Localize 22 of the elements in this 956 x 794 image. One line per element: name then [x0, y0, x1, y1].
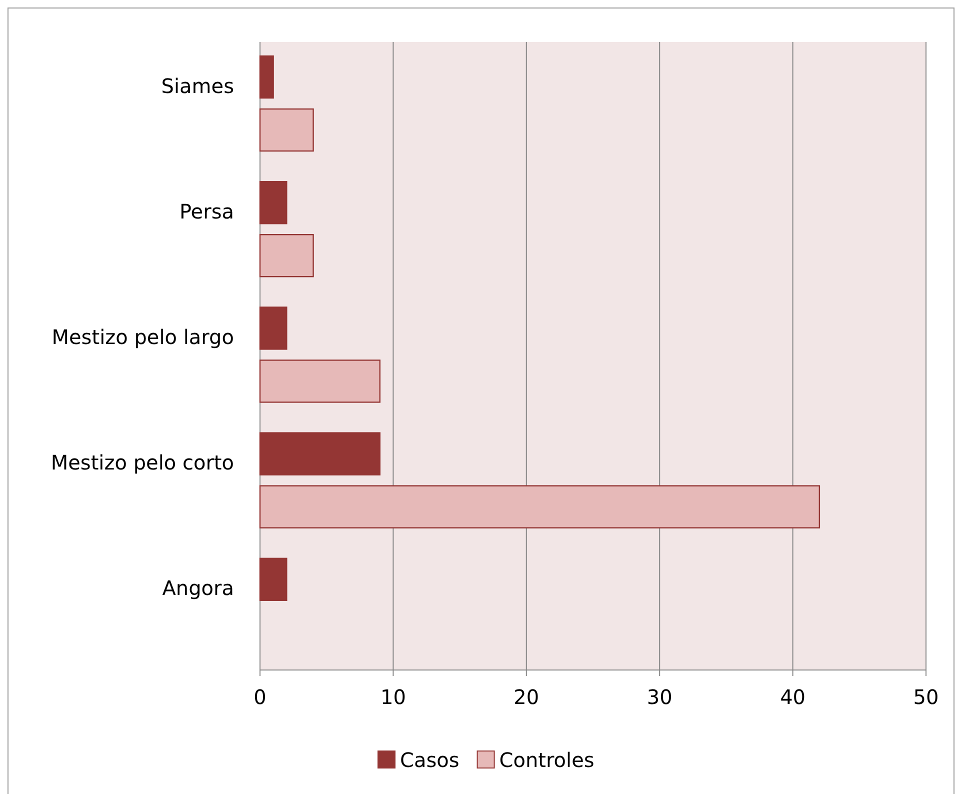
bar — [259, 558, 288, 601]
x-tick-label: 0 — [254, 685, 266, 710]
y-tick-label: Mestizo pelo corto — [50, 450, 234, 475]
bar — [259, 485, 820, 528]
bar — [259, 306, 288, 350]
x-tick-label: 40 — [780, 685, 806, 710]
x-tick-label: 50 — [913, 685, 939, 710]
y-tick-label: Persa — [179, 199, 234, 224]
bar — [259, 360, 380, 403]
y-tick-label: Angora — [162, 576, 234, 600]
x-tick-label: 10 — [380, 685, 406, 710]
bar — [259, 55, 274, 99]
bar — [259, 234, 314, 278]
bar — [259, 432, 380, 476]
y-tick-label: Siames — [161, 74, 234, 98]
y-tick-label: Mestizo pelo largo — [52, 325, 234, 349]
x-tick-label: 20 — [514, 685, 540, 710]
bar — [259, 108, 314, 152]
legend-label: Controles — [499, 748, 594, 772]
legend-label: Casos — [400, 748, 460, 772]
bar — [259, 181, 288, 224]
x-tick-label: 30 — [646, 685, 672, 710]
